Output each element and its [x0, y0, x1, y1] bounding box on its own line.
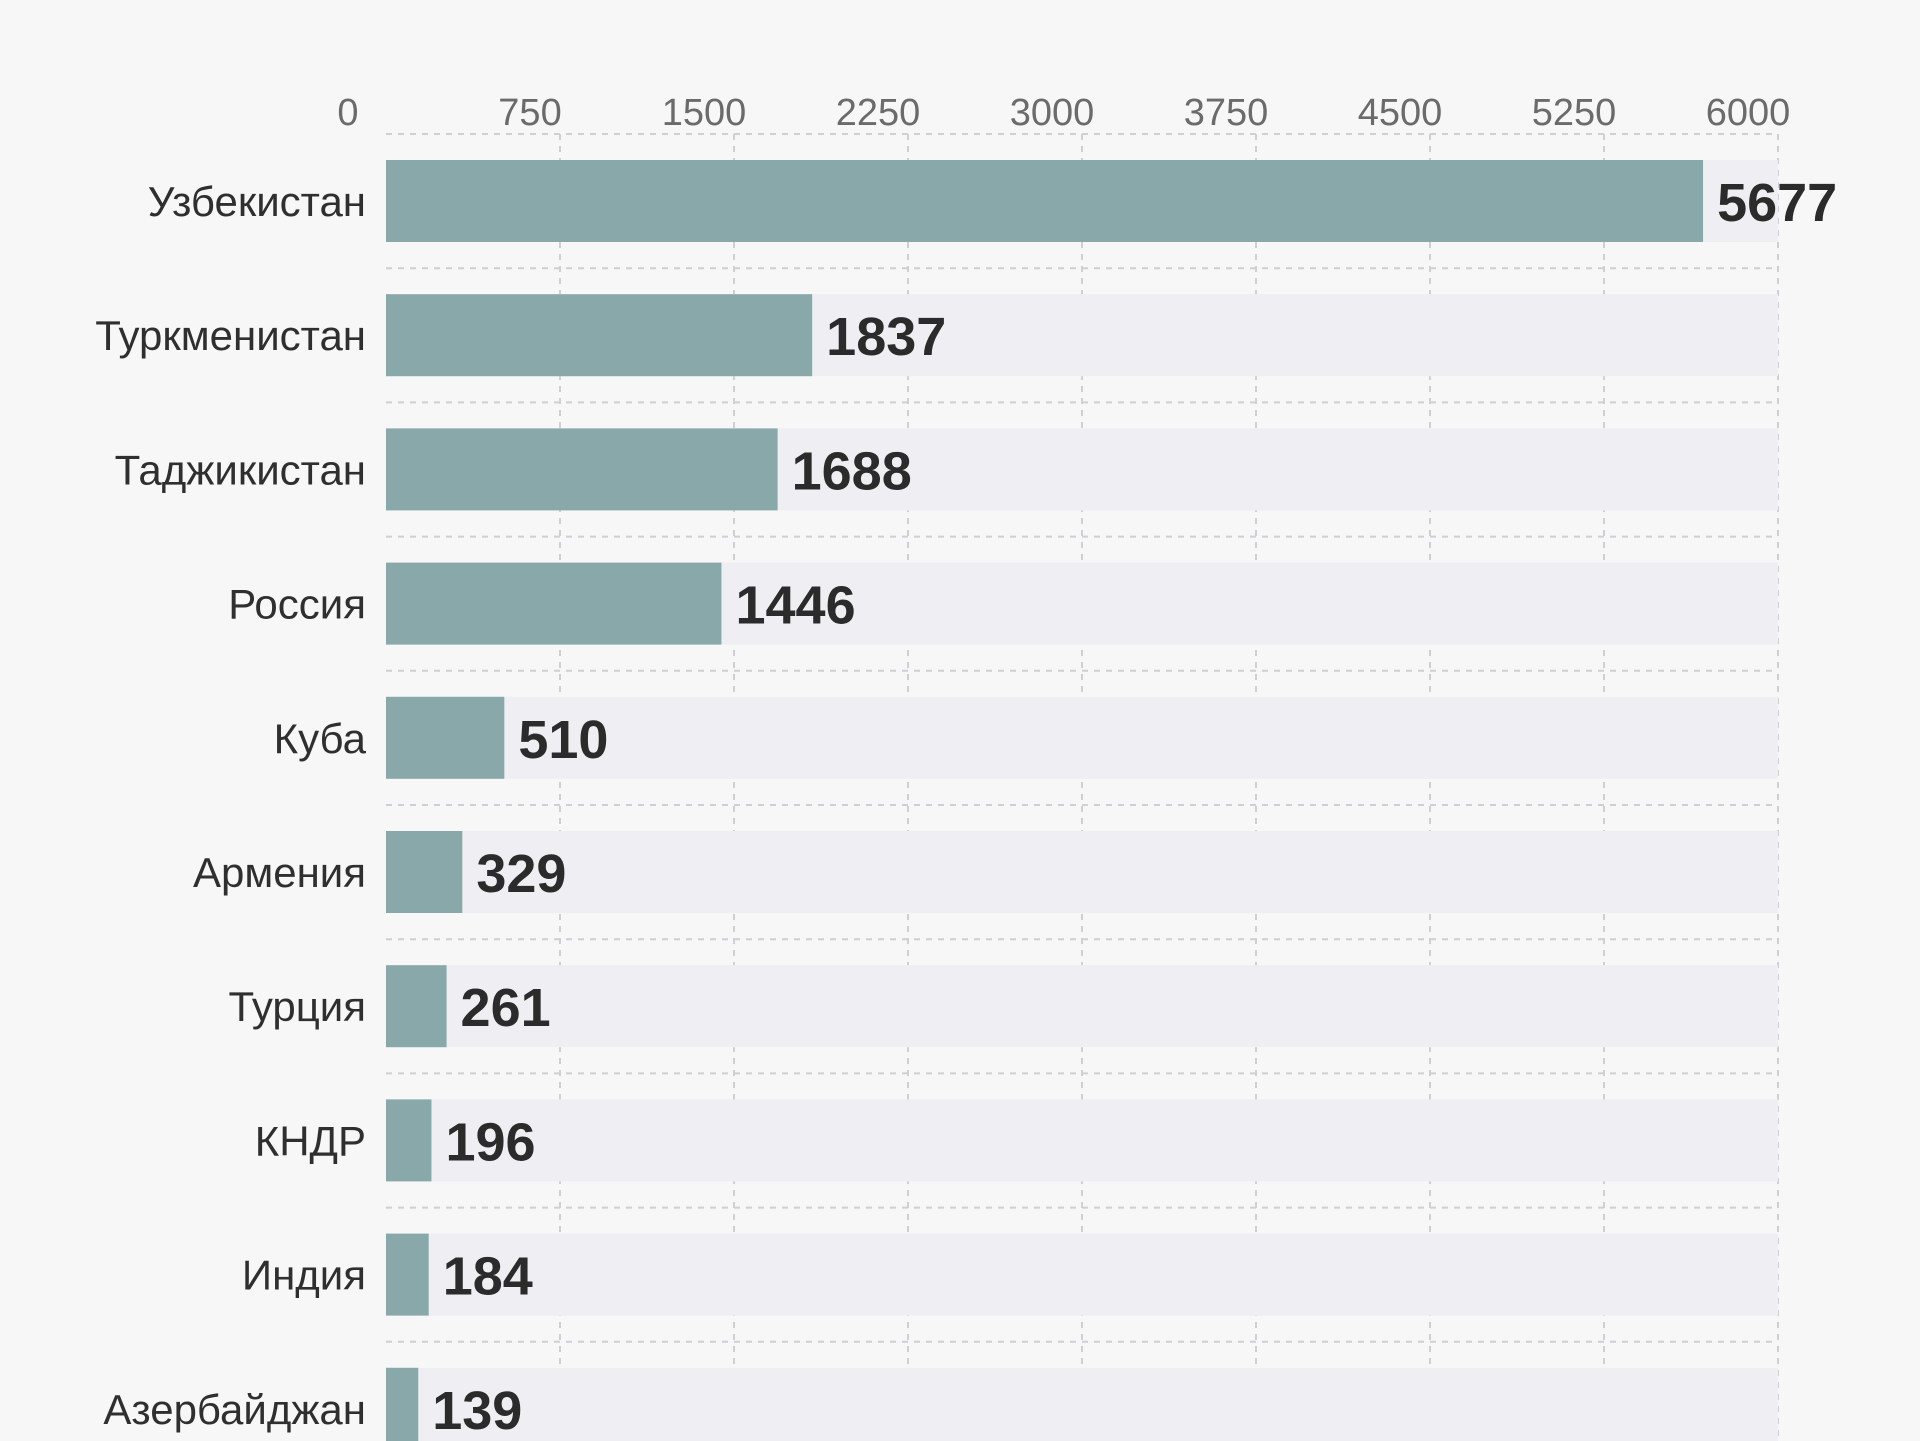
- value-label: 1837: [826, 307, 946, 367]
- bar: [386, 1233, 429, 1316]
- value-label: 139: [432, 1381, 522, 1441]
- value-label: 261: [461, 978, 551, 1038]
- value-label: 196: [445, 1112, 535, 1172]
- bar-track: [386, 831, 1778, 913]
- value-labels: 5677 1837 1688 1446 510 329 261 196 184 139: [432, 173, 1837, 1441]
- bar-track: [386, 1233, 1778, 1316]
- bar: [386, 562, 722, 645]
- bar: [386, 160, 1704, 242]
- category-label: Таджикистан: [115, 446, 366, 493]
- category-labels: Узбекистан Туркменистан Таджикистан Россия К…: [95, 178, 366, 1433]
- bar: [386, 428, 778, 511]
- value-label: 510: [518, 710, 608, 770]
- bar: [386, 696, 505, 779]
- value-label: 184: [443, 1247, 533, 1307]
- bar-track: [386, 1099, 1778, 1182]
- category-label: Турция: [229, 983, 366, 1030]
- x-axis-ticks: 0 750 1500 2250 3000 3750 4500 5250 6000: [337, 92, 1790, 134]
- bar: [386, 1099, 432, 1182]
- category-label: КНДР: [255, 1117, 366, 1164]
- x-tick-label: 4500: [1358, 92, 1443, 134]
- category-label: Туркменистан: [95, 312, 366, 359]
- bar-track: [386, 965, 1778, 1048]
- category-label: Россия: [228, 581, 366, 628]
- x-tick-label: 0: [337, 92, 358, 134]
- category-label: Азербайджан: [103, 1386, 366, 1433]
- x-tick-label: 6000: [1706, 92, 1791, 134]
- bars: [386, 160, 1704, 1441]
- x-tick-label: 2250: [836, 92, 921, 134]
- x-tick-label: 1500: [662, 92, 747, 134]
- value-label: 5677: [1717, 173, 1837, 233]
- value-label: 1446: [735, 576, 855, 636]
- bar-track: [386, 1367, 1778, 1441]
- x-tick-label: 3750: [1184, 92, 1269, 134]
- x-tick-label: 3000: [1010, 92, 1095, 134]
- bar: [386, 965, 447, 1048]
- category-label: Индия: [242, 1252, 366, 1299]
- category-label: Узбекистан: [148, 178, 366, 225]
- value-label: 1688: [792, 441, 912, 501]
- bar: [386, 294, 813, 377]
- x-tick-label: 750: [498, 92, 561, 134]
- bar-track: [386, 696, 1778, 779]
- category-label: Армения: [193, 849, 366, 896]
- x-tick-label: 5250: [1532, 92, 1617, 134]
- bar: [386, 831, 463, 913]
- bar: [386, 1367, 419, 1441]
- value-label: 329: [476, 844, 566, 904]
- category-label: Куба: [274, 715, 367, 762]
